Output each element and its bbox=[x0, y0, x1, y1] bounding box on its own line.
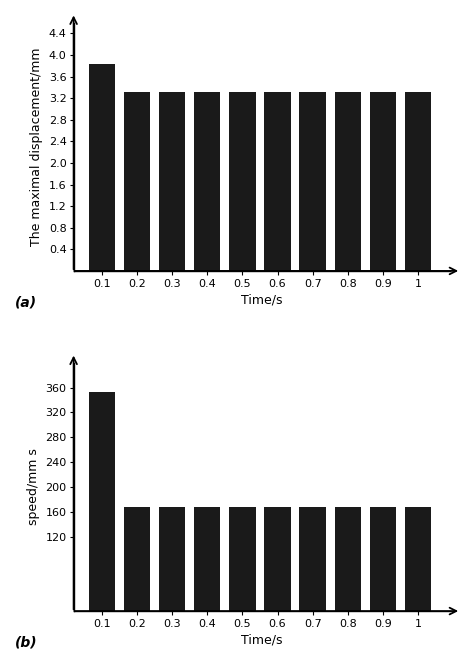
Bar bbox=[300, 507, 326, 611]
Bar bbox=[159, 507, 185, 611]
Bar bbox=[124, 507, 150, 611]
Bar bbox=[335, 507, 361, 611]
Text: (b): (b) bbox=[15, 636, 38, 650]
Y-axis label: speed/mm s: speed/mm s bbox=[27, 448, 40, 525]
Bar bbox=[405, 92, 431, 271]
Bar bbox=[124, 92, 150, 271]
Bar bbox=[264, 92, 291, 271]
X-axis label: Time/s: Time/s bbox=[241, 634, 283, 646]
Bar bbox=[405, 507, 431, 611]
Bar bbox=[194, 507, 220, 611]
Bar bbox=[264, 507, 291, 611]
Bar bbox=[194, 92, 220, 271]
Bar bbox=[89, 392, 115, 611]
Bar bbox=[89, 64, 115, 271]
X-axis label: Time/s: Time/s bbox=[241, 293, 283, 307]
Bar bbox=[335, 92, 361, 271]
Bar bbox=[229, 507, 255, 611]
Bar bbox=[300, 92, 326, 271]
Text: (a): (a) bbox=[15, 296, 37, 310]
Y-axis label: The maximal displacement/mm: The maximal displacement/mm bbox=[30, 47, 43, 246]
Bar bbox=[229, 92, 255, 271]
Bar bbox=[159, 92, 185, 271]
Bar bbox=[370, 92, 396, 271]
Bar bbox=[370, 507, 396, 611]
